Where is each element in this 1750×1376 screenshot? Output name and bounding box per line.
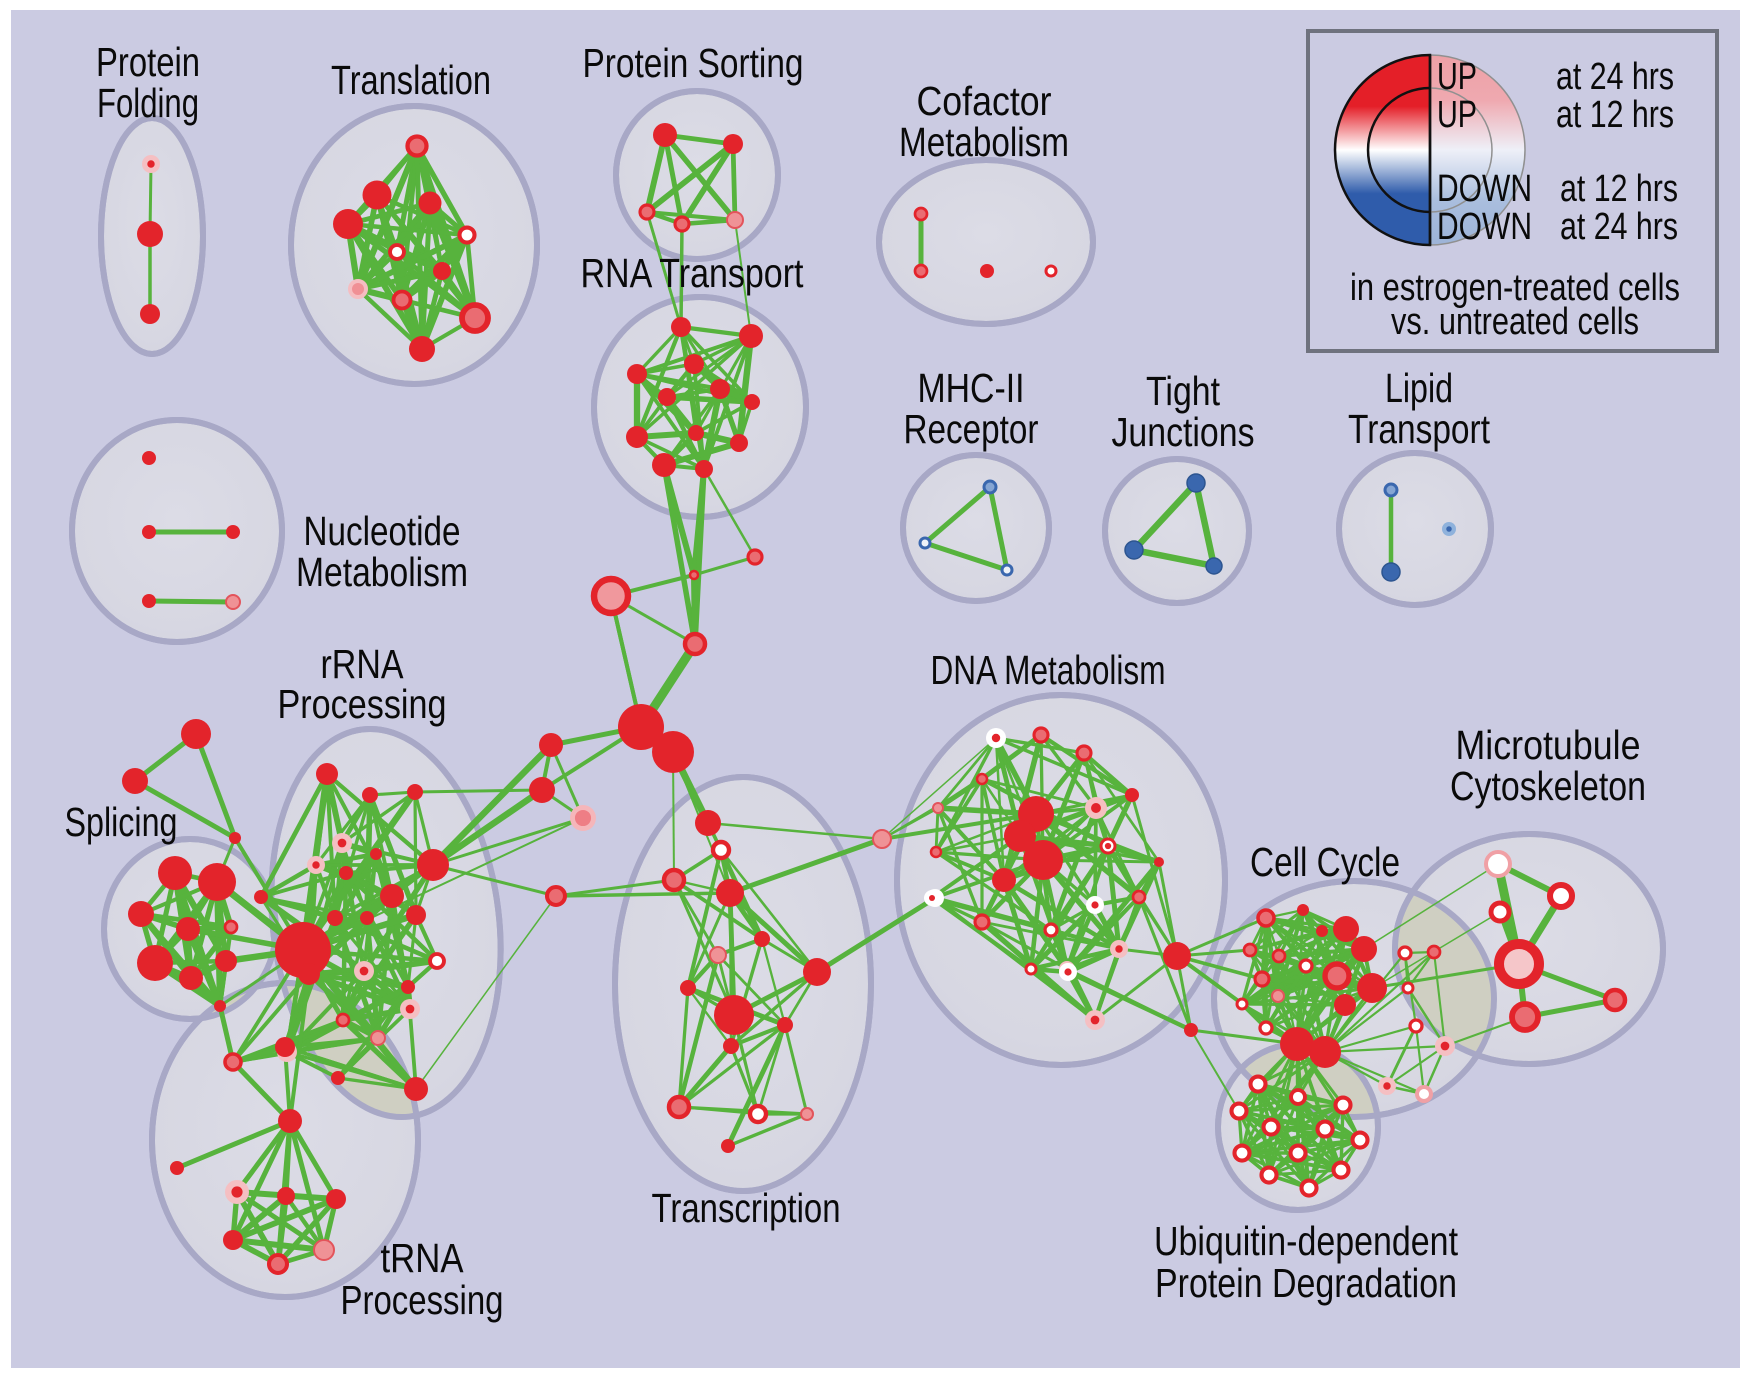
svg-text:at 24 hrs: at 24 hrs	[1560, 206, 1678, 248]
svg-text:Cell Cycle: Cell Cycle	[1250, 839, 1400, 885]
svg-text:at 24 hrs: at 24 hrs	[1556, 56, 1674, 98]
svg-text:Translation: Translation	[331, 57, 491, 103]
svg-text:in estrogen-treated cells: in estrogen-treated cells	[1350, 267, 1680, 309]
svg-text:Splicing: Splicing	[65, 799, 178, 845]
svg-text:Transcription: Transcription	[652, 1185, 841, 1231]
svg-text:RNA Transport: RNA Transport	[581, 250, 804, 296]
svg-text:Junctions: Junctions	[1112, 409, 1255, 455]
svg-text:DOWN: DOWN	[1437, 206, 1532, 248]
svg-text:Protein: Protein	[96, 39, 200, 85]
svg-text:UP: UP	[1437, 94, 1477, 136]
svg-text:MHC-II: MHC-II	[918, 365, 1025, 411]
svg-text:DNA Metabolism: DNA Metabolism	[931, 647, 1166, 693]
svg-text:Processing: Processing	[341, 1277, 504, 1323]
svg-text:Cofactor: Cofactor	[917, 78, 1052, 124]
svg-text:Metabolism: Metabolism	[899, 119, 1069, 165]
svg-text:Nucleotide: Nucleotide	[304, 508, 461, 554]
svg-text:Cytoskeleton: Cytoskeleton	[1450, 763, 1646, 809]
svg-text:Transport: Transport	[1348, 406, 1490, 452]
svg-text:Tight: Tight	[1146, 368, 1220, 414]
svg-text:rRNA: rRNA	[321, 641, 405, 687]
svg-text:DOWN: DOWN	[1437, 168, 1532, 210]
svg-text:Folding: Folding	[97, 80, 199, 126]
svg-text:UP: UP	[1437, 56, 1477, 98]
svg-text:Ubiquitin-dependent: Ubiquitin-dependent	[1154, 1218, 1459, 1264]
svg-text:Metabolism: Metabolism	[296, 549, 468, 595]
svg-text:Protein Sorting: Protein Sorting	[583, 40, 804, 86]
svg-text:at 12 hrs: at 12 hrs	[1556, 94, 1674, 136]
svg-text:Protein Degradation: Protein Degradation	[1155, 1260, 1457, 1306]
svg-text:vs. untreated cells: vs. untreated cells	[1391, 301, 1639, 343]
svg-text:tRNA: tRNA	[381, 1235, 465, 1281]
svg-text:Microtubule: Microtubule	[1456, 722, 1641, 768]
svg-text:at 12 hrs: at 12 hrs	[1560, 168, 1678, 210]
svg-text:Receptor: Receptor	[904, 406, 1039, 452]
svg-text:Processing: Processing	[278, 681, 447, 727]
svg-text:Lipid: Lipid	[1385, 365, 1453, 411]
